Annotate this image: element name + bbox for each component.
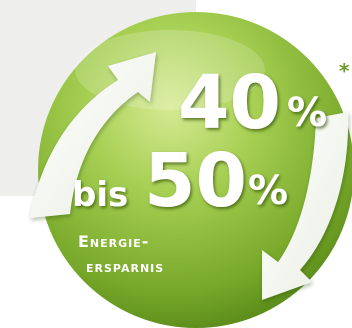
footnote-asterisk: *	[339, 59, 350, 83]
value-top: 40	[178, 60, 281, 146]
value-bottom: 50	[144, 138, 247, 224]
arrow-bottom-right-icon	[262, 112, 349, 300]
prefix-bis: bis	[72, 175, 128, 215]
percent-bottom: %	[248, 168, 288, 214]
label-line1: Energie-	[78, 232, 149, 251]
arrow-top-left-icon	[30, 52, 156, 218]
percent-top: %	[287, 90, 327, 136]
label-line2: ersparnis	[86, 257, 164, 276]
